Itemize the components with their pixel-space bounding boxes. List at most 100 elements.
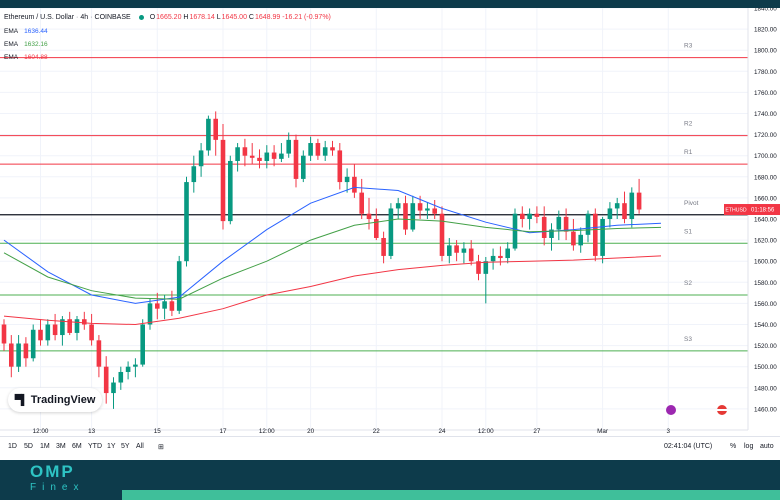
- candle-body: [636, 192, 642, 210]
- y-tick-label: 1600.00: [754, 259, 777, 266]
- candle-body: [447, 245, 452, 256]
- candle-body: [410, 203, 416, 230]
- candle-body: [381, 237, 386, 256]
- candle-body: [563, 216, 569, 232]
- candle-body: [9, 343, 14, 367]
- top-band: [0, 0, 780, 8]
- change-value: -16.21 (-0.97%): [282, 14, 331, 21]
- candle-body: [257, 157, 262, 161]
- auto-toggle[interactable]: auto: [760, 443, 774, 450]
- candle-body: [461, 248, 467, 253]
- x-tick-label: 12:00: [33, 428, 49, 435]
- y-tick-label: 1840.00: [754, 8, 777, 13]
- candle-body: [476, 261, 481, 274]
- ema-line-1: [3, 186, 662, 304]
- pivot-level-label-r3: R3: [684, 43, 693, 50]
- candle-body: [454, 245, 459, 253]
- y-tick-label: 1620.00: [754, 238, 777, 245]
- y-tick-label: 1760.00: [754, 90, 777, 97]
- candle-body: [527, 213, 532, 219]
- indicator-label: EMA: [4, 54, 19, 61]
- candle-body: [366, 213, 372, 219]
- indicator-ema-2[interactable]: EMA 1632.16: [4, 41, 48, 48]
- indicator-label: EMA: [4, 41, 19, 48]
- timeframe-1y[interactable]: 1Y: [107, 443, 116, 450]
- indicator-ema-3[interactable]: EMA 1604.88: [4, 54, 48, 61]
- candle-body: [89, 324, 94, 341]
- y-tick-label: 1560.00: [754, 301, 777, 308]
- candle-body: [228, 160, 233, 222]
- x-tick-label: 12:00: [259, 428, 275, 435]
- candle-body: [629, 192, 635, 219]
- y-tick-label: 1460.00: [754, 406, 777, 413]
- symbol-name[interactable]: Ethereum / U.S. Dollar: [4, 14, 75, 21]
- price-chart[interactable]: R3 R2 R1 Pivot S1 S2 S3 1460.00 1480.00 1500.00 15…: [0, 8, 780, 436]
- candle-body: [483, 261, 489, 274]
- candle-body: [337, 150, 343, 183]
- candle-body: [1, 324, 7, 344]
- x-tick-label: 15: [154, 428, 162, 435]
- timeframe-all[interactable]: All: [136, 443, 144, 450]
- candle-body: [264, 152, 270, 161]
- candle-body: [111, 382, 116, 394]
- flag-marker-stripe: [717, 409, 727, 411]
- candle-body: [432, 208, 437, 214]
- tradingview-logo[interactable]: ▀▌ TradingView: [8, 388, 102, 412]
- candle-body: [395, 203, 401, 209]
- x-tick-label: Mar: [597, 428, 608, 435]
- low-value: 1645.00: [221, 14, 247, 21]
- candle-body: [600, 219, 605, 256]
- y-tick-label: 1780.00: [754, 69, 777, 76]
- timeframe-5y[interactable]: 5Y: [121, 443, 130, 450]
- y-tick-label: 1520.00: [754, 343, 777, 350]
- percent-toggle[interactable]: %: [730, 443, 737, 450]
- timeframe-6m[interactable]: 6M: [72, 443, 82, 450]
- candle-body: [505, 248, 510, 259]
- pivot-level-label-s1: S1: [684, 228, 692, 235]
- candle-body: [556, 216, 562, 230]
- candle-body: [520, 213, 525, 219]
- candle-body: [45, 324, 51, 341]
- indicator-label: EMA: [4, 28, 19, 35]
- indicator-ema-1[interactable]: EMA 1636.44: [4, 28, 48, 35]
- timeframe-ytd[interactable]: YTD: [88, 443, 102, 450]
- ohlc-values: O1665.20 H1678.14 L1645.00 C1648.99 -16.…: [149, 14, 331, 21]
- y-tick-label: 1480.00: [754, 385, 777, 392]
- candle-body: [23, 343, 29, 359]
- candle-body: [30, 329, 36, 359]
- candle-body: [403, 203, 408, 230]
- tradingview-logo-text: TradingView: [30, 394, 96, 406]
- pivot-level-label-s2: S2: [684, 280, 692, 287]
- timeframe-5d[interactable]: 5D: [24, 443, 33, 450]
- x-tick-label: 13: [88, 428, 96, 435]
- pivot-level-label-s3: S3: [684, 336, 692, 343]
- last-price-countdown-tag: [748, 204, 780, 216]
- timeframe-3m[interactable]: 3M: [56, 443, 66, 450]
- timeframe-1d[interactable]: 1D: [8, 443, 17, 450]
- candle-body: [468, 248, 474, 262]
- candle-body: [38, 329, 43, 341]
- date-range-icon[interactable]: ⊞: [158, 444, 164, 451]
- candle-body: [60, 319, 65, 336]
- candle-body: [439, 213, 445, 256]
- log-toggle[interactable]: log: [744, 443, 754, 450]
- candle-body: [206, 118, 211, 151]
- y-tick-label: 1700.00: [754, 153, 777, 160]
- ema-line-2: [3, 218, 662, 300]
- candle-body: [322, 147, 328, 156]
- clock-time[interactable]: 02:41:04 (UTC): [664, 443, 713, 450]
- candle-body: [614, 203, 620, 209]
- tradingview-logo-icon: ▀▌: [14, 394, 28, 406]
- price-axis: [748, 8, 780, 430]
- candle-body: [286, 139, 291, 154]
- timeframe-1m[interactable]: 1M: [40, 443, 50, 450]
- candle-body: [279, 153, 284, 159]
- candle-body: [541, 216, 547, 238]
- interval[interactable]: 4h: [80, 14, 89, 21]
- x-tick-label: 12:00: [478, 428, 494, 435]
- pivot-level-label-pivot: Pivot: [684, 200, 699, 207]
- candle-body: [308, 143, 313, 156]
- candle-body: [169, 301, 175, 311]
- candle-body: [344, 176, 350, 183]
- x-tick-label: 24: [438, 428, 446, 435]
